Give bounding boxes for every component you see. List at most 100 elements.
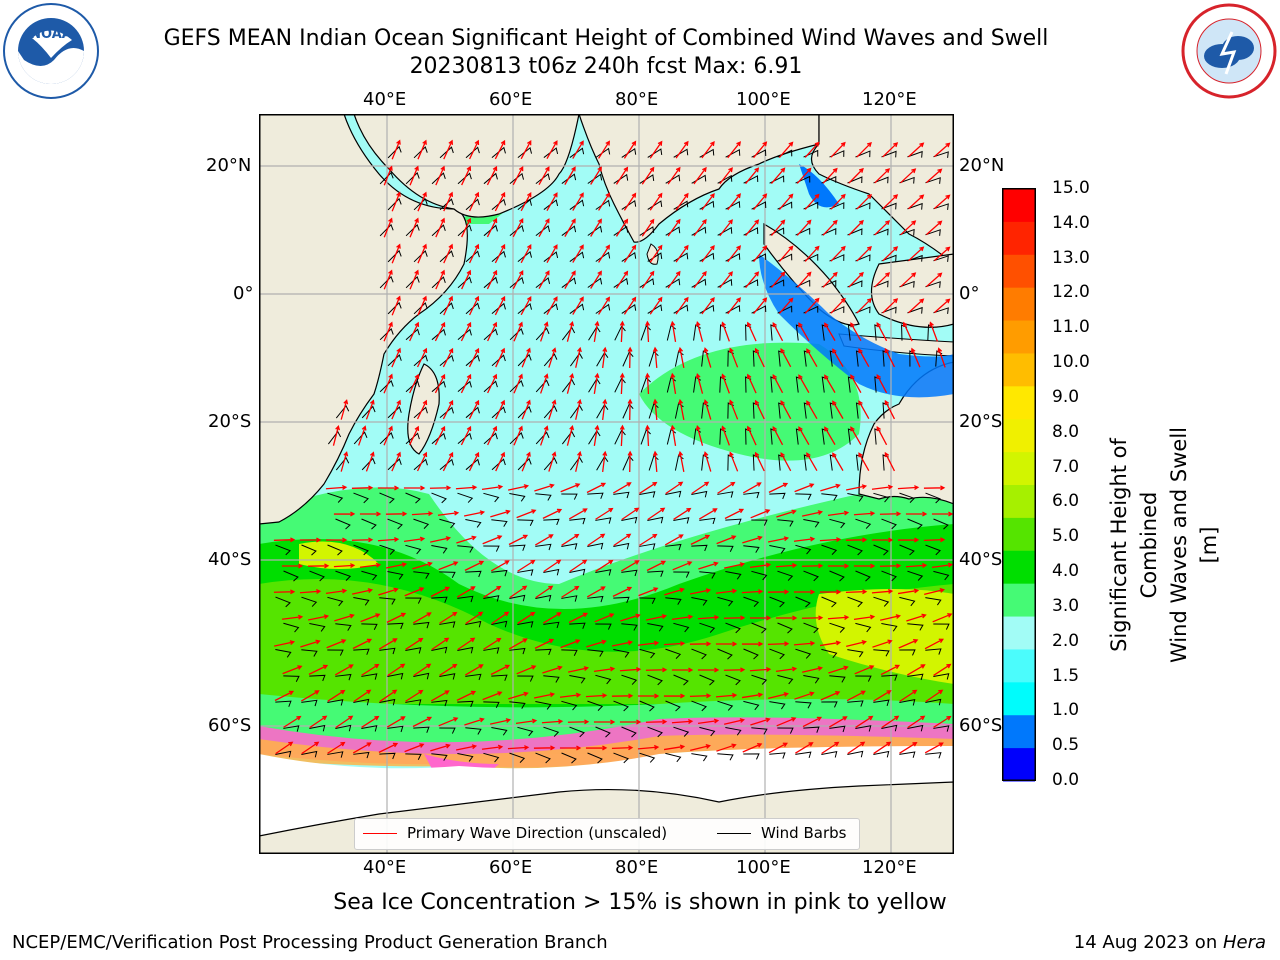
wave-direction-arrow [391,139,401,160]
wind-barb [509,380,524,393]
wave-direction-arrow [858,452,870,472]
wave-direction-arrow [352,588,374,595]
wind-barb [640,428,651,445]
wind-barb [647,674,663,686]
wave-direction-arrow [902,321,913,342]
wind-barb [673,674,689,686]
sri-lanka-land [646,243,659,265]
wind-barb [517,405,532,419]
wave-direction-arrow [727,193,741,211]
wave-direction-arrow [468,243,480,264]
wind-barb [517,146,533,159]
wave-direction-arrow [873,741,892,755]
wind-barb [353,492,369,504]
wind-barb [855,202,871,210]
wind-barb [361,518,377,530]
wave-direction-arrow [645,424,651,447]
wind-barb [847,649,864,658]
wave-direction-arrow [548,347,557,368]
wave-direction-arrow [412,561,433,570]
wave-direction-arrow [442,399,454,420]
wave-direction-arrow [623,192,637,211]
wind-barb [933,570,950,581]
colorbar-cell [1003,254,1035,289]
wave-direction-arrow [590,270,602,289]
wind-barb [543,353,558,367]
wind-barb [491,727,508,736]
lat-tick-right-0: 0° [959,283,980,304]
andaman-calm-water [799,164,839,208]
wave-direction-arrow [667,166,681,185]
wave-direction-arrow [379,689,398,703]
wave-direction-arrow [409,217,419,238]
wave-direction-arrow [434,321,446,342]
wind-barb [439,146,454,159]
wind-barb [613,225,629,236]
wind-barb [483,647,500,654]
wind-barb [855,570,871,582]
wind-barb [881,570,897,582]
wind-barb [847,596,863,608]
wind-barb [622,351,634,367]
wave-direction-arrow [456,586,476,598]
wind-barb [283,675,300,682]
wind-barb [483,545,500,552]
wave-direction-arrow [822,271,838,288]
wind-barb [543,518,560,526]
colorbar-title-line2: Wind Waves and Swell [m] [1167,427,1221,663]
wind-barb [751,570,768,581]
wave-direction-arrow [564,270,576,289]
wind-barb [275,700,292,707]
wind-barb [309,570,325,582]
wave-direction-arrow [457,637,476,651]
wave-direction-arrow [639,481,658,494]
wave-direction-arrow [564,218,576,237]
wind-barb [517,519,534,526]
wind-barb [699,571,716,579]
wave-direction-arrow [824,322,836,341]
wave-direction-arrow [796,271,812,288]
wind-barb [907,306,923,314]
wind-barb [535,493,552,501]
wind-barb [881,623,898,632]
wind-barb [535,173,551,184]
wind-barb [405,432,420,445]
lat-tick-left-40s: 40°S [208,549,252,570]
wind-barb [491,674,508,681]
wave-direction-arrow [806,348,818,367]
graticule [259,114,954,854]
wind-barb [275,544,291,556]
wave-direction-arrow [897,537,920,543]
wind-barb [587,173,603,184]
wave-direction-arrow [612,482,632,494]
wave-direction-arrow [378,587,399,596]
wind-barb [465,250,480,263]
wave-direction-arrow [649,244,663,263]
wind-barb [353,597,370,606]
wave-direction-arrow [590,166,602,185]
wave-direction-arrow [871,484,894,490]
wave-direction-arrow [749,667,772,672]
wind-barb [595,517,612,524]
wave-direction-arrow [586,586,606,598]
map-legend: Primary Wave Direction (unscaled) Wind B… [354,818,860,850]
wave-direction-arrow [593,320,600,342]
wind-barb [717,545,734,552]
wave-direction-arrow [533,692,556,699]
wind-barb [483,492,500,503]
wind-barb [413,726,430,733]
wave-direction-arrow [460,425,472,446]
wind-barb [821,596,837,608]
wave-direction-arrow [494,191,506,212]
wind-barb [387,725,404,733]
wave-direction-arrow [880,664,901,676]
wave-direction-arrow [804,141,820,158]
lon-tick-top-120e: 120°E [862,89,917,110]
lon-tick-bottom-60e: 60°E [489,857,533,878]
wave-direction-arrow [933,246,951,262]
wind-barb [743,648,759,660]
wind-barb [899,698,916,706]
wave-direction-arrow [509,585,528,599]
wave-direction-arrow [933,142,951,158]
wave-direction-arrow [649,296,663,315]
